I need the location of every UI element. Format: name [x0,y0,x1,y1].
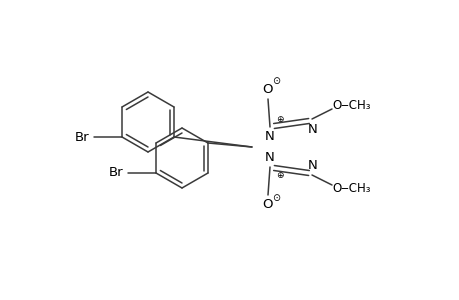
Text: O: O [262,82,273,95]
Text: ⊙: ⊙ [271,76,280,86]
Text: O‒CH₃: O‒CH₃ [332,98,370,112]
Text: N: N [308,122,317,136]
Text: Br: Br [74,130,89,143]
Text: Br: Br [108,167,123,179]
Text: O‒CH₃: O‒CH₃ [332,182,370,196]
Text: ⊕: ⊕ [276,115,283,124]
Text: N: N [264,130,274,143]
Text: ⊙: ⊙ [271,193,280,203]
Text: O: O [262,199,273,212]
Text: N: N [308,158,317,172]
Text: N: N [264,151,274,164]
Text: ⊕: ⊕ [276,170,283,179]
